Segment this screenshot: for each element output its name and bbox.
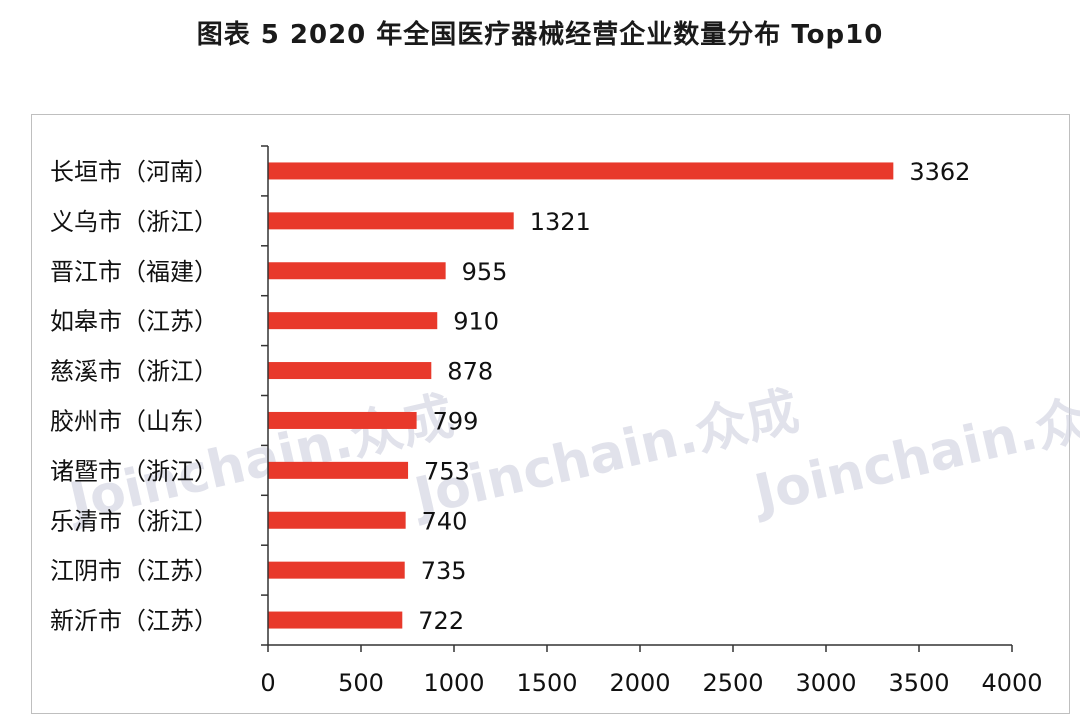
x-tick-label-7: 3500 — [888, 669, 949, 697]
value-label-10: 722 — [418, 607, 464, 635]
category-label-3: 晋江市（福建） — [50, 258, 218, 286]
category-label-1: 长垣市（河南） — [50, 158, 218, 186]
chart-frame — [31, 114, 1070, 714]
category-label-10: 新沂市（江苏） — [50, 607, 218, 635]
chart-title: 图表 5 2020 年全国医疗器械经营企业数量分布 Top10 — [196, 20, 884, 50]
watermark-2: Joinchain.众成 — [407, 381, 805, 528]
category-labels-group: 长垣市（河南） 义乌市（浙江） 晋江市（福建） 如皋市（江苏） 慈溪市（浙江） 胶州市（山… — [50, 158, 218, 635]
bar-3 — [268, 262, 446, 280]
value-label-3: 955 — [462, 258, 508, 286]
bars-group — [268, 162, 894, 629]
bar-10 — [268, 611, 403, 629]
category-label-4: 如皋市（江苏） — [50, 308, 218, 336]
bar-6 — [268, 411, 417, 429]
category-label-5: 慈溪市（浙江） — [50, 358, 218, 386]
x-tick-label-5: 2500 — [702, 669, 763, 697]
x-tick-label-8: 4000 — [981, 669, 1042, 697]
watermark-3: Joinchain.众成 — [747, 378, 1080, 525]
x-tick-label-0: 0 — [260, 669, 275, 697]
value-label-6: 799 — [433, 407, 479, 435]
category-label-7: 诸暨市（浙江） — [50, 457, 218, 485]
bar-8 — [268, 511, 406, 529]
category-label-6: 胶州市（山东） — [50, 407, 218, 435]
value-label-4: 910 — [453, 308, 499, 336]
bar-9 — [268, 561, 405, 579]
x-tick-label-2: 1000 — [423, 669, 484, 697]
value-label-8: 740 — [422, 507, 468, 535]
bar-2 — [268, 212, 514, 230]
value-label-7: 753 — [424, 457, 470, 485]
bar-4 — [268, 312, 438, 330]
value-label-1: 3362 — [909, 158, 970, 186]
axes-group: 0 500 1000 1500 2000 2500 3000 3500 4000 — [260, 145, 1043, 697]
value-labels-group: 3362 1321 955 910 878 799 753 740 735 722 — [418, 158, 970, 635]
category-label-8: 乐清市（浙江） — [50, 507, 218, 535]
value-label-2: 1321 — [530, 208, 591, 236]
category-label-2: 义乌市（浙江） — [50, 208, 218, 236]
value-label-9: 735 — [421, 557, 467, 585]
x-tick-label-6: 3000 — [795, 669, 856, 697]
bar-7 — [268, 461, 409, 479]
value-label-5: 878 — [447, 358, 493, 386]
bar-5 — [268, 362, 432, 380]
x-tick-label-1: 500 — [338, 669, 384, 697]
x-tick-label-4: 2000 — [609, 669, 670, 697]
x-tick-label-3: 1500 — [516, 669, 577, 697]
category-label-9: 江阴市（江苏） — [50, 557, 218, 585]
bar-1 — [268, 162, 894, 180]
